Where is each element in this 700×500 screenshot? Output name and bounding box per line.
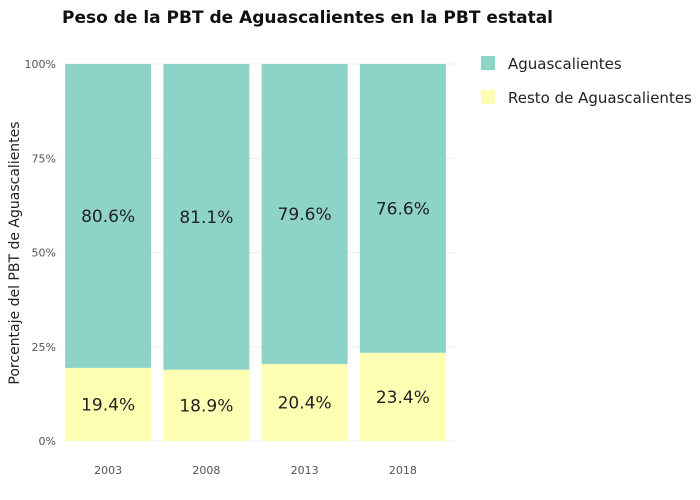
- x-axis-ticks: 2003 2008 2013 2018: [94, 464, 417, 477]
- bar-resto-2018: [359, 352, 446, 441]
- y-axis-ticks: 0% 25% 50% 75% 100%: [25, 58, 56, 448]
- x-tick-label: 2003: [94, 464, 122, 477]
- chart-title: Peso de la PBT de Aguascalientes en la P…: [62, 8, 553, 28]
- legend-swatch: [481, 56, 495, 70]
- bars: 19.4% 80.6% 18.9% 81.1% 20.4% 79.6% 23.4% 76.6%: [65, 64, 446, 441]
- bar-aguascalientes-2003: [65, 64, 152, 368]
- data-label-resto-2018: 23.4%: [376, 388, 430, 408]
- y-tick-label: 0%: [39, 435, 56, 448]
- legend-label: Aguascalientes: [508, 55, 622, 73]
- bar-aguascalientes-2018: [359, 64, 446, 353]
- y-tick-label: 100%: [25, 58, 56, 71]
- data-label-aguascalientes-2013: 79.6%: [278, 205, 332, 225]
- legend: Aguascalientes Resto de Aguascalientes: [481, 55, 692, 107]
- data-label-resto-2003: 19.4%: [81, 395, 135, 415]
- bar-resto-2003: [65, 367, 152, 441]
- y-axis-label: Porcentaje del PBT de Aguascalientes: [7, 121, 23, 384]
- legend-label: Resto de Aguascalientes: [508, 89, 692, 107]
- bar-aguascalientes-2013: [261, 64, 348, 365]
- y-tick-label: 75%: [32, 152, 56, 165]
- y-tick-label: 25%: [32, 341, 56, 354]
- bar-resto-2008: [163, 369, 250, 441]
- data-label-aguascalientes-2008: 81.1%: [179, 208, 233, 228]
- data-label-resto-2008: 18.9%: [179, 396, 233, 416]
- x-tick-label: 2008: [192, 464, 220, 477]
- x-tick-label: 2018: [389, 464, 417, 477]
- y-tick-label: 50%: [32, 247, 56, 260]
- x-tick-label: 2013: [291, 464, 319, 477]
- data-label-aguascalientes-2003: 80.6%: [81, 207, 135, 227]
- data-label-resto-2013: 20.4%: [278, 394, 332, 414]
- bar-aguascalientes-2008: [163, 64, 250, 370]
- data-label-aguascalientes-2018: 76.6%: [376, 199, 430, 219]
- legend-swatch: [481, 90, 495, 104]
- bar-resto-2013: [261, 364, 348, 441]
